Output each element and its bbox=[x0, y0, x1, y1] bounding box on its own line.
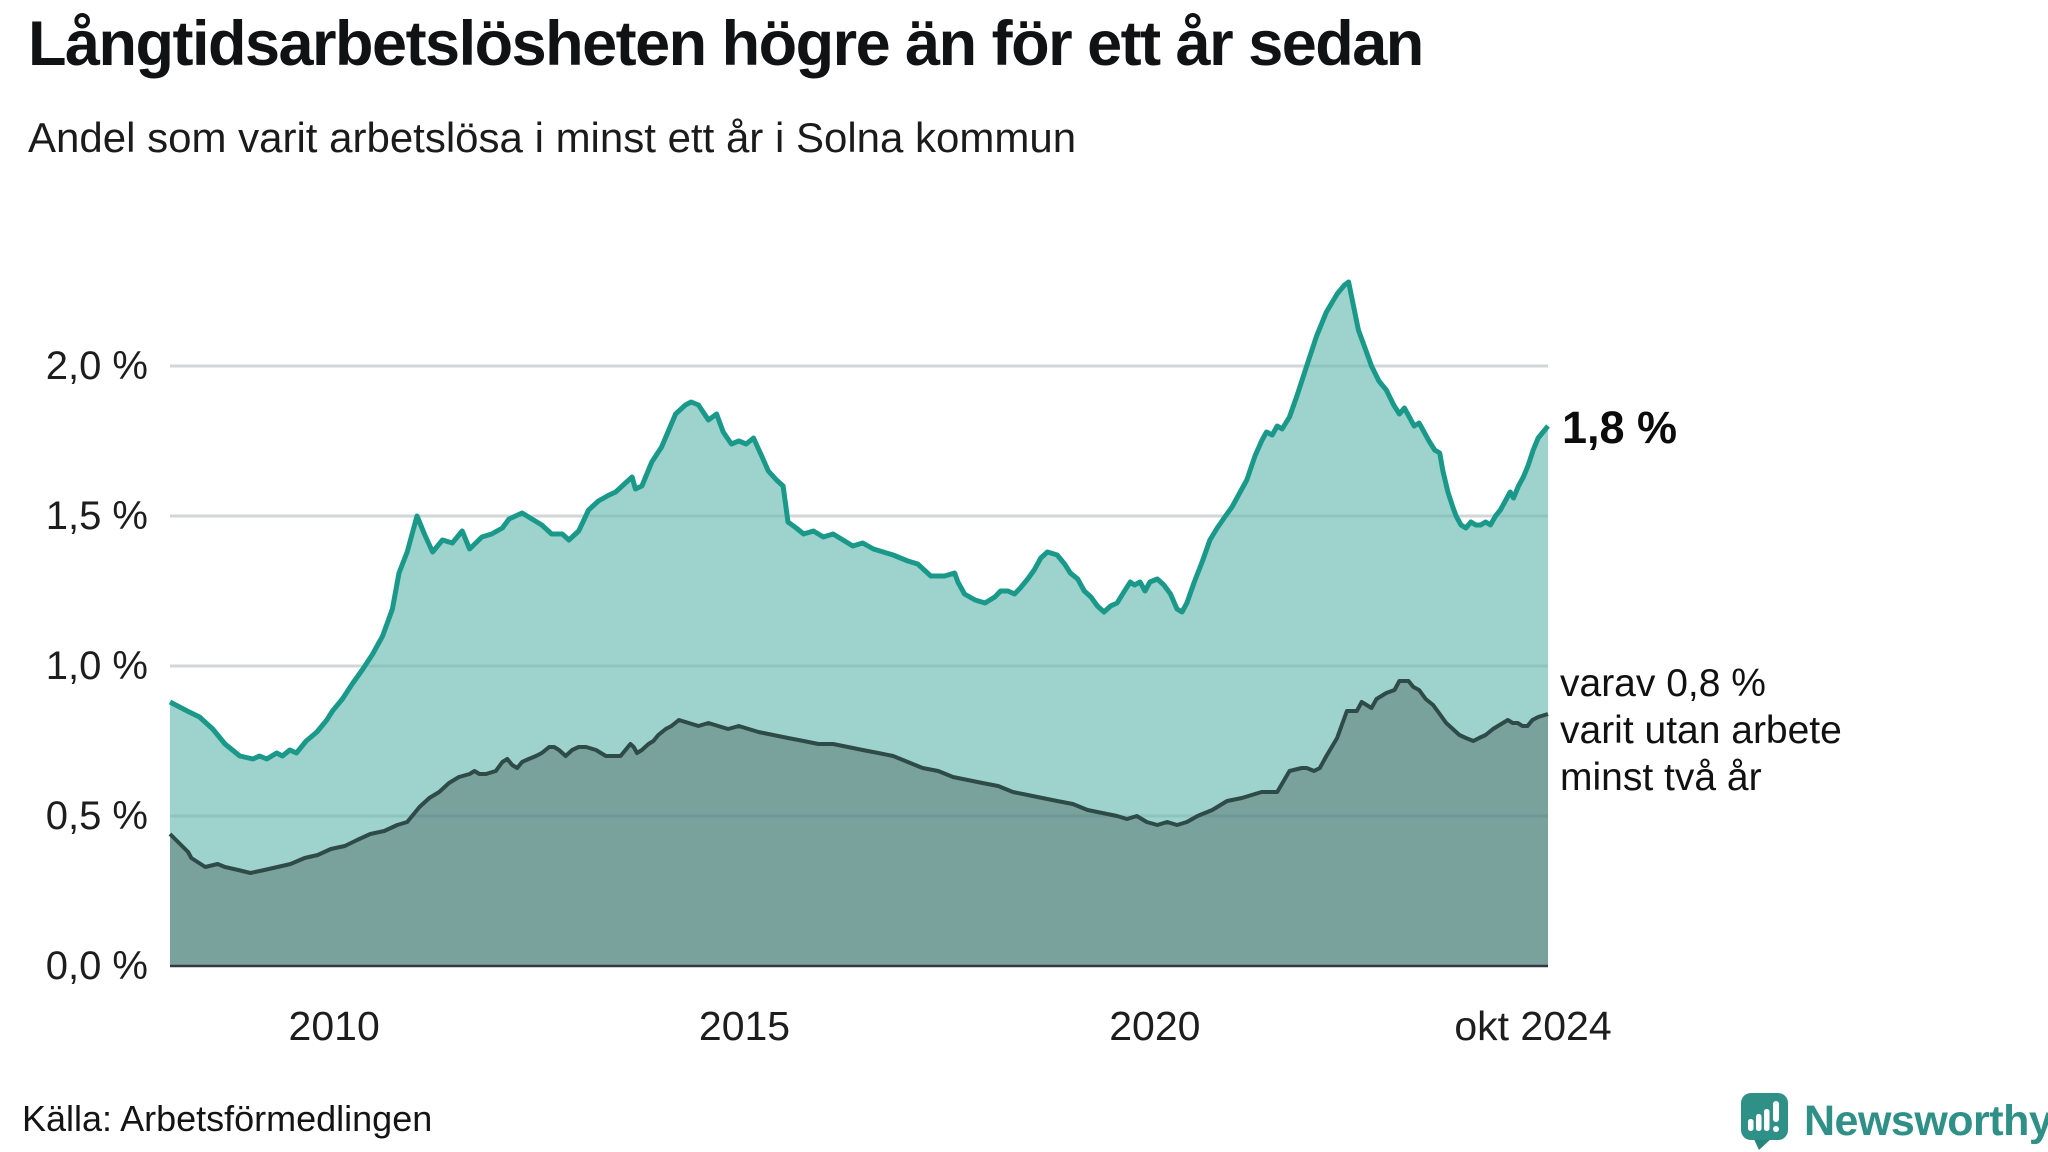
series-2-area bbox=[170, 681, 1548, 966]
source-note: Källa: Arbetsförmedlingen bbox=[22, 1098, 433, 1139]
series-end-value-label: 1,8 % bbox=[1562, 402, 1678, 453]
y-axis-tick-label: 0,5 % bbox=[45, 794, 148, 838]
x-axis-tick-label: 2020 bbox=[1109, 1003, 1201, 1049]
chart-subtitle: Andel som varit arbetslösa i minst ett å… bbox=[28, 114, 1077, 161]
page-title: Långtidsarbetslösheten högre än för ett … bbox=[28, 9, 1424, 79]
y-axis-tick-label: 2,0 % bbox=[45, 344, 148, 388]
newsworthy-logo-text: Newsworthy bbox=[1804, 1097, 2048, 1145]
y-axis-tick-label: 1,5 % bbox=[45, 494, 148, 538]
series-2-line bbox=[168, 679, 1549, 875]
y-axis-tick-label: 0,0 % bbox=[45, 944, 148, 988]
x-axis-tick-label: 2015 bbox=[698, 1003, 791, 1049]
newsworthy-logo-icon bbox=[1741, 1093, 1788, 1150]
newsworthy-logo: Newsworthy bbox=[1740, 1092, 2048, 1150]
series2-annotation-label: varav 0,8 % varit utan arbete minst två … bbox=[1560, 662, 1842, 799]
x-axis-tick-label: okt 2024 bbox=[1454, 1003, 1612, 1049]
x-axis-tick-label: 2010 bbox=[288, 1003, 380, 1049]
series-1-line bbox=[168, 279, 1550, 762]
y-axis-tick-label: 1,0 % bbox=[45, 644, 148, 688]
